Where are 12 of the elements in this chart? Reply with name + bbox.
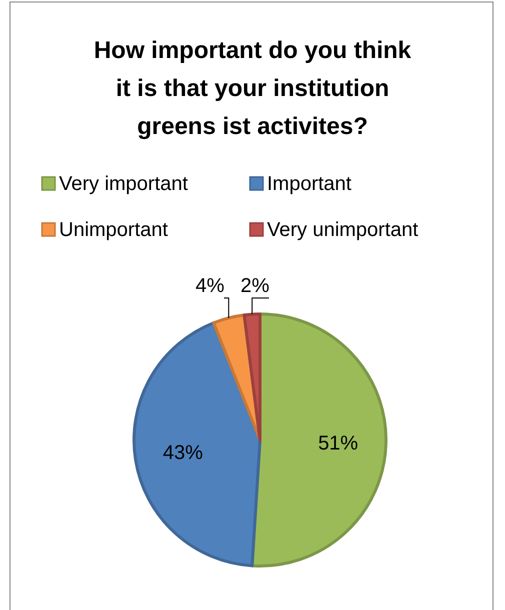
chart-title: How important do you think it is that your institution greens ist activites?	[94, 37, 412, 140]
legend-label: Very important	[59, 173, 188, 195]
pie-slice	[132, 321, 262, 568]
data-label: 4%	[196, 275, 225, 297]
data-label: 43%	[162, 442, 204, 464]
legend-label: Unimportant	[59, 219, 168, 241]
data-label: 51%	[318, 432, 358, 454]
data-label: 2%	[240, 275, 270, 297]
legend-label: Very unimportant	[267, 219, 419, 241]
pie-slice	[242, 312, 262, 442]
legend-label: Important	[267, 173, 352, 195]
pie-slice	[250, 312, 388, 568]
